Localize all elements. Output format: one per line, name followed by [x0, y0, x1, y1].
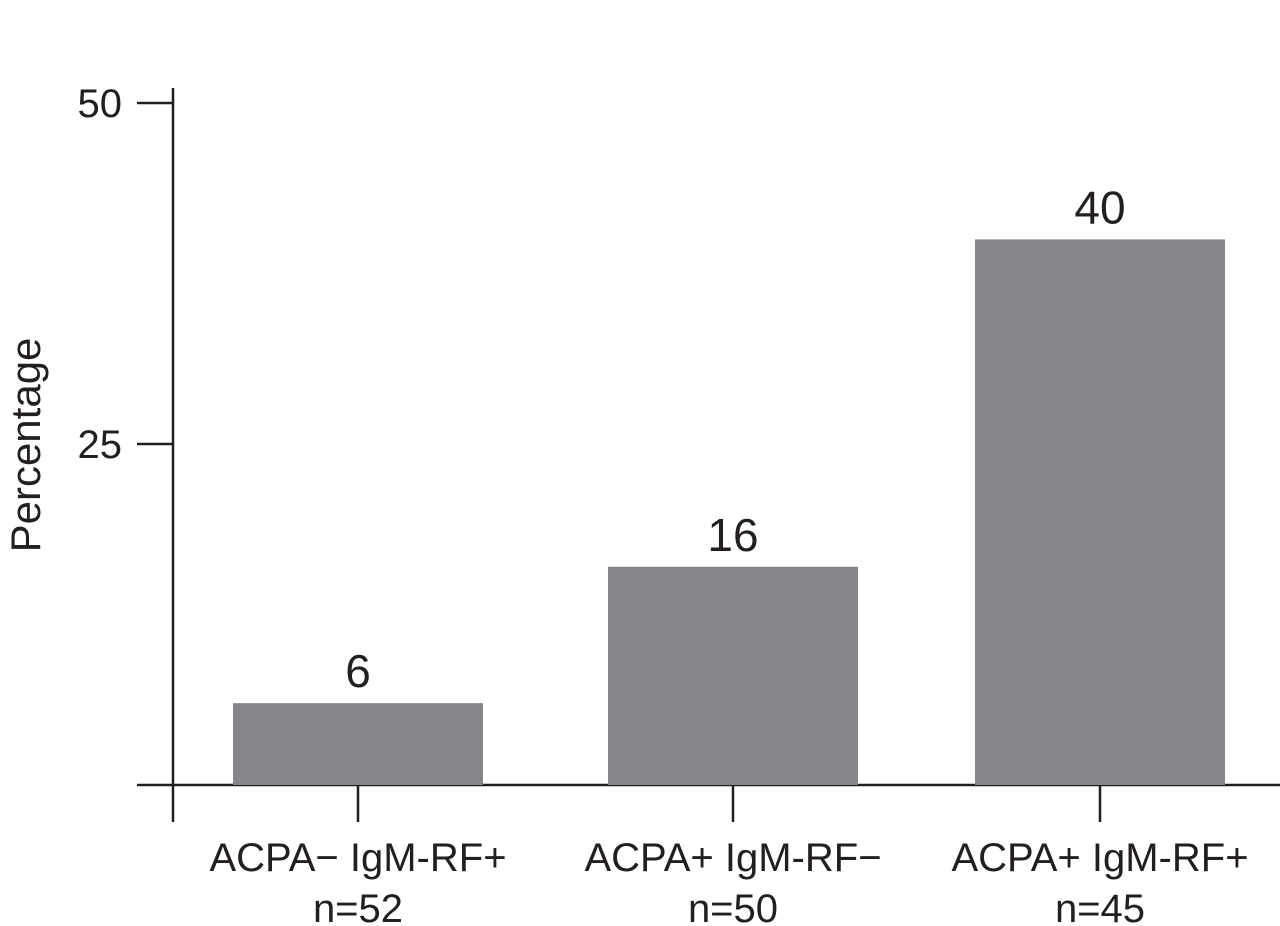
bars [233, 239, 1225, 785]
y-ticks: 25 50 [78, 82, 173, 467]
sample-size-label: n=45 [1055, 887, 1145, 926]
bar [233, 703, 483, 785]
data-labels: 6 16 40 [345, 181, 1125, 697]
bar [608, 566, 858, 785]
y-axis-label: Percentage [2, 338, 49, 553]
y-tick-label: 25 [78, 423, 123, 467]
x-ticks [356, 785, 1102, 822]
bar [975, 239, 1225, 785]
category-label: ACPA− IgM-RF+ [209, 836, 506, 880]
category-label: ACPA+ IgM-RF+ [951, 836, 1248, 880]
data-label: 6 [345, 645, 371, 697]
category-labels: ACPA− IgM-RF+ n=52 ACPA+ IgM-RF− n=50 ACPA+ … [209, 836, 1248, 926]
sample-size-label: n=50 [688, 887, 778, 926]
y-tick-label: 50 [78, 82, 123, 126]
category-label: ACPA+ IgM-RF− [584, 836, 881, 880]
sample-size-label: n=52 [313, 887, 403, 926]
data-label: 16 [707, 509, 758, 561]
data-label: 40 [1074, 181, 1125, 233]
